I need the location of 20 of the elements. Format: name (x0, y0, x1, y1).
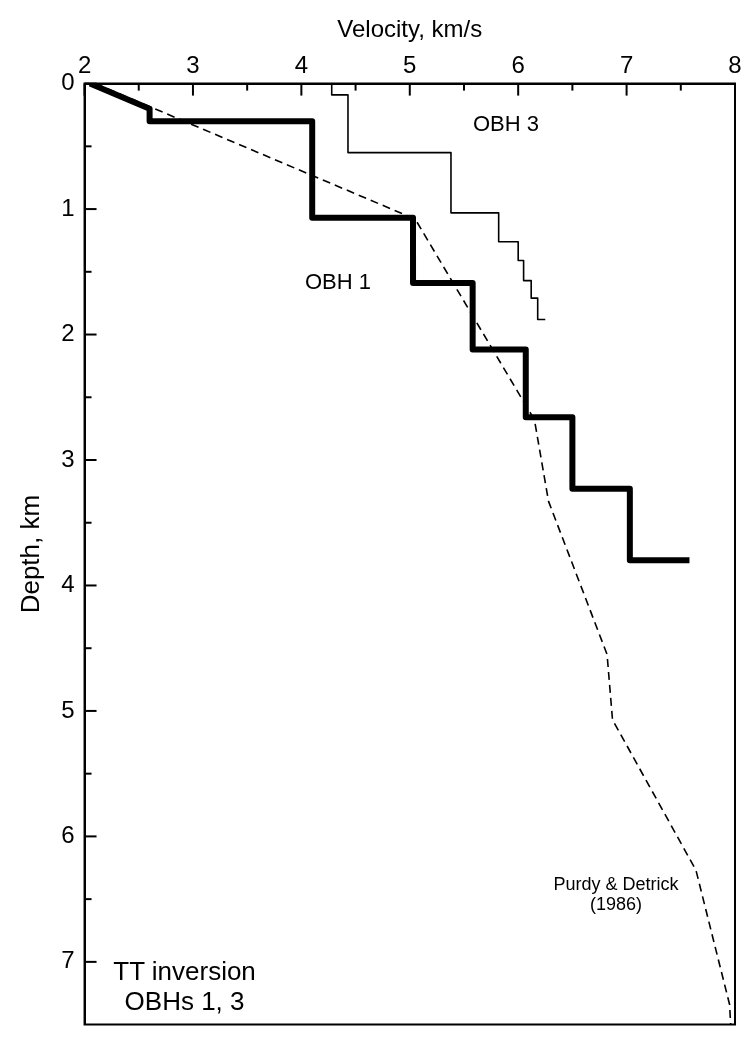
y-tick-label: 7 (61, 946, 75, 974)
y-tick-label: 6 (61, 821, 75, 849)
y-tick-label: 5 (61, 695, 75, 723)
y-tick-label: 1 (61, 193, 75, 221)
y-tick-label: 3 (61, 444, 75, 472)
x-tick-label: 7 (619, 50, 634, 78)
series-label: OBH 1 (305, 269, 372, 295)
y-axis-title: Depth, km (14, 494, 45, 614)
x-tick-label: 3 (186, 50, 200, 78)
series-label: Purdy & Detrick (1986) (553, 874, 680, 915)
y-tick-label: 4 (61, 570, 75, 598)
x-tick-label: 8 (728, 50, 742, 78)
x-tick-label: 4 (294, 50, 309, 78)
x-axis-title: Velocity, km/s (337, 15, 483, 43)
annotation: TT inversion OBHs 1, 3 (113, 955, 256, 1016)
y-tick-label: 2 (61, 319, 75, 347)
y-tick-label: 0 (61, 68, 75, 96)
x-tick-label: 5 (403, 50, 417, 78)
x-tick-label: 6 (511, 50, 525, 78)
series-label: OBH 3 (472, 110, 539, 136)
